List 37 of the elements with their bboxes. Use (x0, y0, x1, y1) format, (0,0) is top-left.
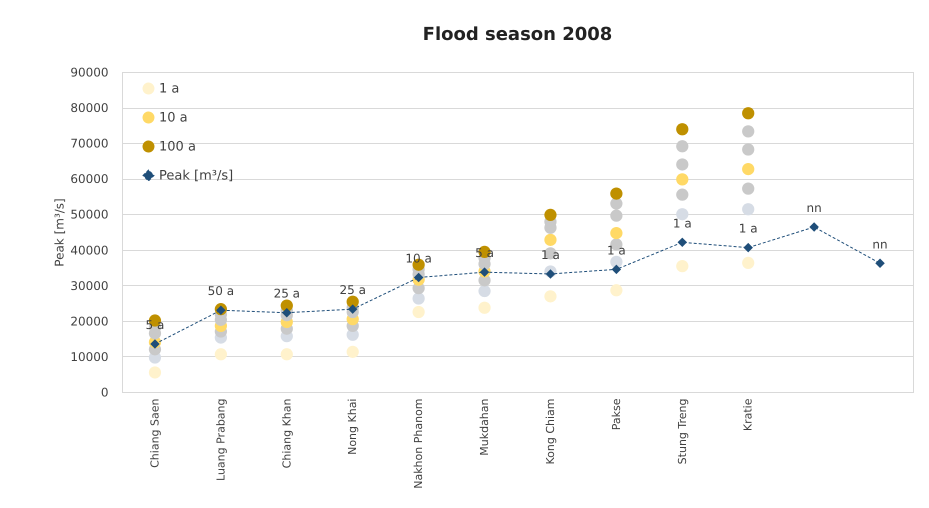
legend-label: 100 a (159, 140, 196, 154)
y-tick-label: 0 (100, 386, 108, 400)
annotation: 1 a (672, 216, 692, 230)
legend-label: 1 a (159, 82, 180, 96)
annotation: nn (872, 237, 888, 252)
y-tick-label: 70000 (70, 136, 108, 151)
x-tick-label: Kratie (742, 398, 755, 432)
annotation: 50 a (208, 284, 234, 298)
x-tick-label: Kong Chiam (544, 398, 557, 465)
x-tick-label: Chiang Khan (280, 398, 294, 468)
annotation: 5 a (146, 318, 164, 332)
y-tick-label: 30000 (70, 278, 108, 293)
y-axis-title: Peak [m³/s] (52, 198, 66, 267)
annotation: 1 a (606, 243, 626, 258)
annotation: nn (806, 201, 822, 216)
y-tick-label: 80000 (70, 101, 108, 116)
annotation: 10 a (405, 252, 432, 266)
x-tick-label: Nong Khai (346, 398, 360, 455)
legend-label: Peak [m³/s] (159, 168, 234, 184)
x-tick-label: Mukdahan (478, 398, 492, 456)
x-tick-label: Chiang Saen (148, 398, 162, 468)
chart-title: Flood season 2008 (422, 24, 612, 45)
annotation: 25 a (339, 283, 366, 298)
annotation: 25 a (274, 286, 300, 301)
annotation: 1 a (738, 222, 758, 236)
y-tick-label: 10000 (70, 350, 108, 364)
annotation: 1 a (541, 248, 560, 262)
y-tick-label: 40000 (70, 243, 108, 258)
x-tick-label: Stung Treng (676, 398, 689, 464)
y-tick-label: 90000 (70, 66, 108, 80)
legend-label: 10 a (159, 110, 188, 126)
y-tick-label: 50000 (70, 208, 108, 222)
x-tick-label: Pakse (610, 398, 623, 430)
y-tick-label: 20000 (70, 314, 108, 328)
x-tick-label: Luang Prabang (214, 398, 228, 481)
x-tick-label: Nakhon Phanom (412, 398, 426, 489)
y-tick-label: 60000 (70, 172, 108, 186)
